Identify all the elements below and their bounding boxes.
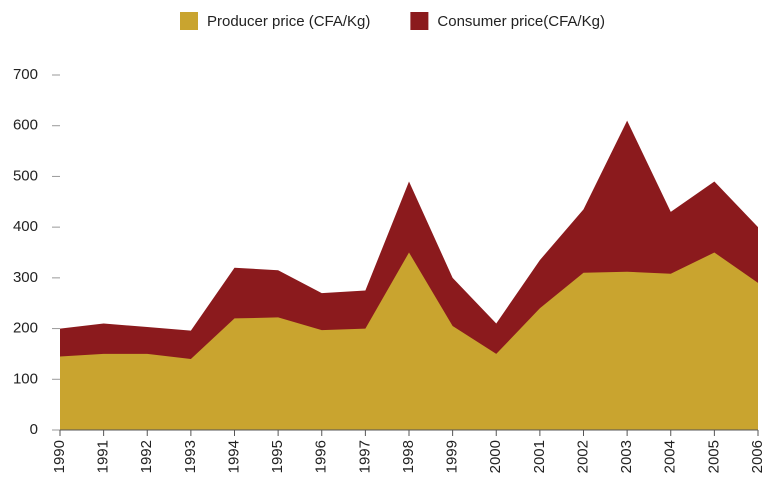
- x-tick-label: 2003: [618, 440, 635, 473]
- x-tick-label: 1992: [138, 440, 155, 473]
- x-tick-label: 2004: [662, 440, 679, 473]
- x-tick-label: 1996: [313, 440, 330, 473]
- x-tick-label: 1993: [182, 440, 199, 473]
- x-tick-label: 1994: [225, 440, 242, 473]
- legend-swatch: [410, 12, 429, 30]
- y-tick-label: 700: [13, 66, 38, 83]
- x-tick-label: 1995: [269, 440, 286, 473]
- area: [60, 252, 758, 430]
- y-tick-label: 100: [13, 370, 38, 387]
- y-tick-label: 200: [13, 320, 38, 337]
- legend-swatch: [180, 12, 198, 30]
- y-tick-label: 400: [13, 218, 38, 235]
- y-tick-label: 0: [30, 421, 38, 438]
- y-tick-label: 600: [13, 117, 38, 134]
- x-tick-label: 2006: [749, 440, 766, 473]
- x-tick-label: 1991: [95, 440, 112, 473]
- x-tick-label: 2005: [705, 440, 722, 473]
- legend-label: Consumer price(CFA/Kg): [437, 13, 605, 30]
- x-tick-label: 2000: [487, 440, 504, 473]
- y-tick-label: 300: [13, 269, 38, 286]
- x-tick-label: 1998: [400, 440, 417, 473]
- x-tick-label: 1999: [444, 440, 461, 473]
- legend-label: Producer price (CFA/Kg): [207, 13, 370, 30]
- y-tick-label: 500: [13, 167, 38, 184]
- x-tick-label: 2002: [574, 440, 591, 473]
- x-tick-label: 1997: [356, 440, 373, 473]
- x-tick-label: 2001: [531, 440, 548, 473]
- x-tick-label: 1990: [51, 440, 68, 473]
